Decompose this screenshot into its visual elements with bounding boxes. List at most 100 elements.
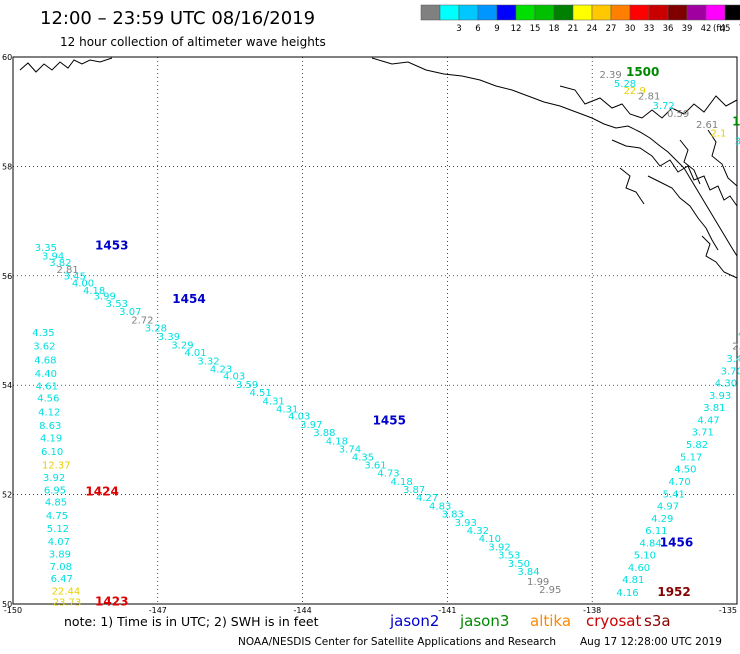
color-scale-legend: 36912151821242730333639424570 (420, 4, 740, 34)
wave-height-value: 3.72 (653, 101, 675, 112)
wave-height-value: 3.07 (119, 307, 141, 318)
legend-label: 12 (511, 24, 522, 34)
wave-height-value: 2.81 (638, 92, 660, 103)
axis-labels: 60 58 56 54 52 50-150 -147 -144 -141 -138 -135 (2, 53, 737, 615)
wave-height-value: 7.08 (50, 562, 72, 573)
wave-height-value: 3.94 (42, 251, 64, 262)
coastline-segment (619, 167, 645, 205)
wave-height-value: 4.73 (377, 469, 399, 480)
pass-time-label: 1453 (95, 239, 128, 253)
coastline-segment (371, 57, 738, 257)
wave-height-value: 3.97 (300, 420, 322, 431)
coastline-segment (647, 175, 719, 251)
wave-height-value: 3.92 (488, 542, 510, 553)
latitude-label: 52 (2, 491, 12, 500)
wave-height-value: 2.95 (539, 585, 561, 596)
pass-time-label: 1455 (373, 414, 406, 428)
legend-label: 27 (606, 24, 617, 34)
wave-height-value: 4.50 (674, 465, 696, 476)
wave-height-value: 1.99 (527, 577, 549, 588)
longitude-label: -147 (149, 606, 167, 615)
coastline-segment (559, 85, 738, 119)
legend-label: 21 (568, 24, 579, 34)
wave-height-value: 4.23 (210, 365, 232, 376)
satellite-name-jason2: jason2 (389, 612, 439, 630)
wave-height-value: 3.82 (49, 258, 71, 269)
legend-unit: (ft) (713, 24, 726, 34)
legend-label: 9 (494, 24, 499, 34)
wave-height-value: 5.41 (663, 489, 685, 500)
legend-swatch (724, 4, 740, 21)
legend-label: 30 (625, 24, 636, 34)
wave-height-value: 3.35 (35, 243, 57, 254)
track-jason2: 3.353.943.822.813.454.004.183.993.533.07… (35, 239, 693, 597)
wave-height-value: 0.59 (667, 109, 689, 120)
wave-height-value: 3.29 (171, 341, 193, 352)
wave-height-value: 3.62 (33, 342, 55, 353)
wave-height-value: 3.74 (339, 444, 361, 455)
track-jason3: 2.395.2822.92.813.720.592.612.13.894.134… (599, 65, 740, 147)
legend-swatch (648, 4, 669, 21)
wave-height-value: 4.31 (276, 405, 298, 416)
legend-swatch (515, 4, 536, 21)
wave-height-value: 3.83 (442, 510, 464, 521)
longitude-label: -138 (583, 606, 601, 615)
footer-note: note: 1) Time is in UTC; 2) SWH is in fe… (64, 614, 319, 629)
wave-height-value: 4.35 (32, 328, 54, 339)
coastline-segment (19, 57, 113, 73)
satellite-name-s3a: s3a (644, 612, 671, 630)
wave-height-value: 4.70 (668, 477, 690, 488)
wave-height-value: 3.61 (364, 460, 386, 471)
wave-height-value: 3.93 (455, 518, 477, 529)
wave-height-value: 4.10 (479, 534, 501, 545)
wave-height-value: 3.89 (49, 550, 71, 561)
legend-label: 33 (644, 24, 655, 34)
wave-height-value: 4.27 (416, 493, 438, 504)
wave-height-value: 3.93 (709, 391, 731, 402)
wave-height-value: 4.01 (184, 348, 206, 359)
wave-height-value: 4.51 (250, 388, 272, 399)
wave-height-value: 3.87 (403, 485, 425, 496)
wave-height-value: 5.12 (47, 524, 69, 535)
latitude-label: 58 (2, 162, 12, 171)
wave-height-value: 4.56 (37, 394, 59, 405)
coastline-segment (701, 235, 738, 279)
latitude-label: 56 (2, 272, 12, 281)
wave-height-value: 4.84 (640, 539, 662, 550)
wave-height-value: 4.07 (48, 537, 70, 548)
altimeter-tracks: 3.353.943.822.813.454.004.183.993.533.07… (32, 65, 740, 608)
longitude-label: -141 (438, 606, 456, 615)
wave-height-value: 4.32 (467, 526, 489, 537)
wave-height-value: 4.40 (35, 369, 57, 380)
wave-height-value: 2.39 (599, 70, 621, 81)
legend-label: 24 (587, 24, 598, 34)
wave-height-value: 6.47 (51, 574, 73, 585)
satellite-legend: jason2 jason3 altika cryosat s3a (389, 612, 671, 630)
wave-height-value: 3.59 (236, 380, 258, 391)
legend-swatch (553, 4, 574, 21)
wave-height-value: 5.10 (634, 551, 656, 562)
pass-time-label: 1500 (732, 114, 740, 128)
legend-swatch (458, 4, 479, 21)
wave-height-value: 4.30 (715, 378, 737, 389)
pass-time-label: 1456 (660, 536, 693, 550)
wave-height-value: 12.37 (42, 460, 71, 471)
wave-height-value: 4.18 (326, 436, 348, 447)
legend-swatch (439, 4, 460, 21)
wave-height-value: 4.31 (263, 396, 285, 407)
legend-label: 3 (456, 24, 461, 34)
wave-height-value: 4.00 (72, 279, 94, 290)
map-title: 12:00 – 23:59 UTC 08/16/2019 (40, 8, 315, 29)
wave-height-value: 4.19 (40, 434, 62, 445)
wave-height-value: 4.75 (46, 511, 68, 522)
wave-height-value: 4.60 (628, 563, 650, 574)
wave-height-value: 4.81 (622, 575, 644, 586)
coastline-segment (679, 139, 701, 185)
pass-time-label: 1424 (85, 485, 118, 499)
wave-height-value: 8.63 (39, 421, 61, 432)
footer-generated: Aug 17 12:28:00 UTC 2019 (580, 636, 722, 648)
pass-time-label: 1423 (95, 595, 128, 609)
wave-height-value: 4.29 (651, 514, 673, 525)
map-subtitle: 12 hour collection of altimeter wave hei… (60, 35, 326, 49)
